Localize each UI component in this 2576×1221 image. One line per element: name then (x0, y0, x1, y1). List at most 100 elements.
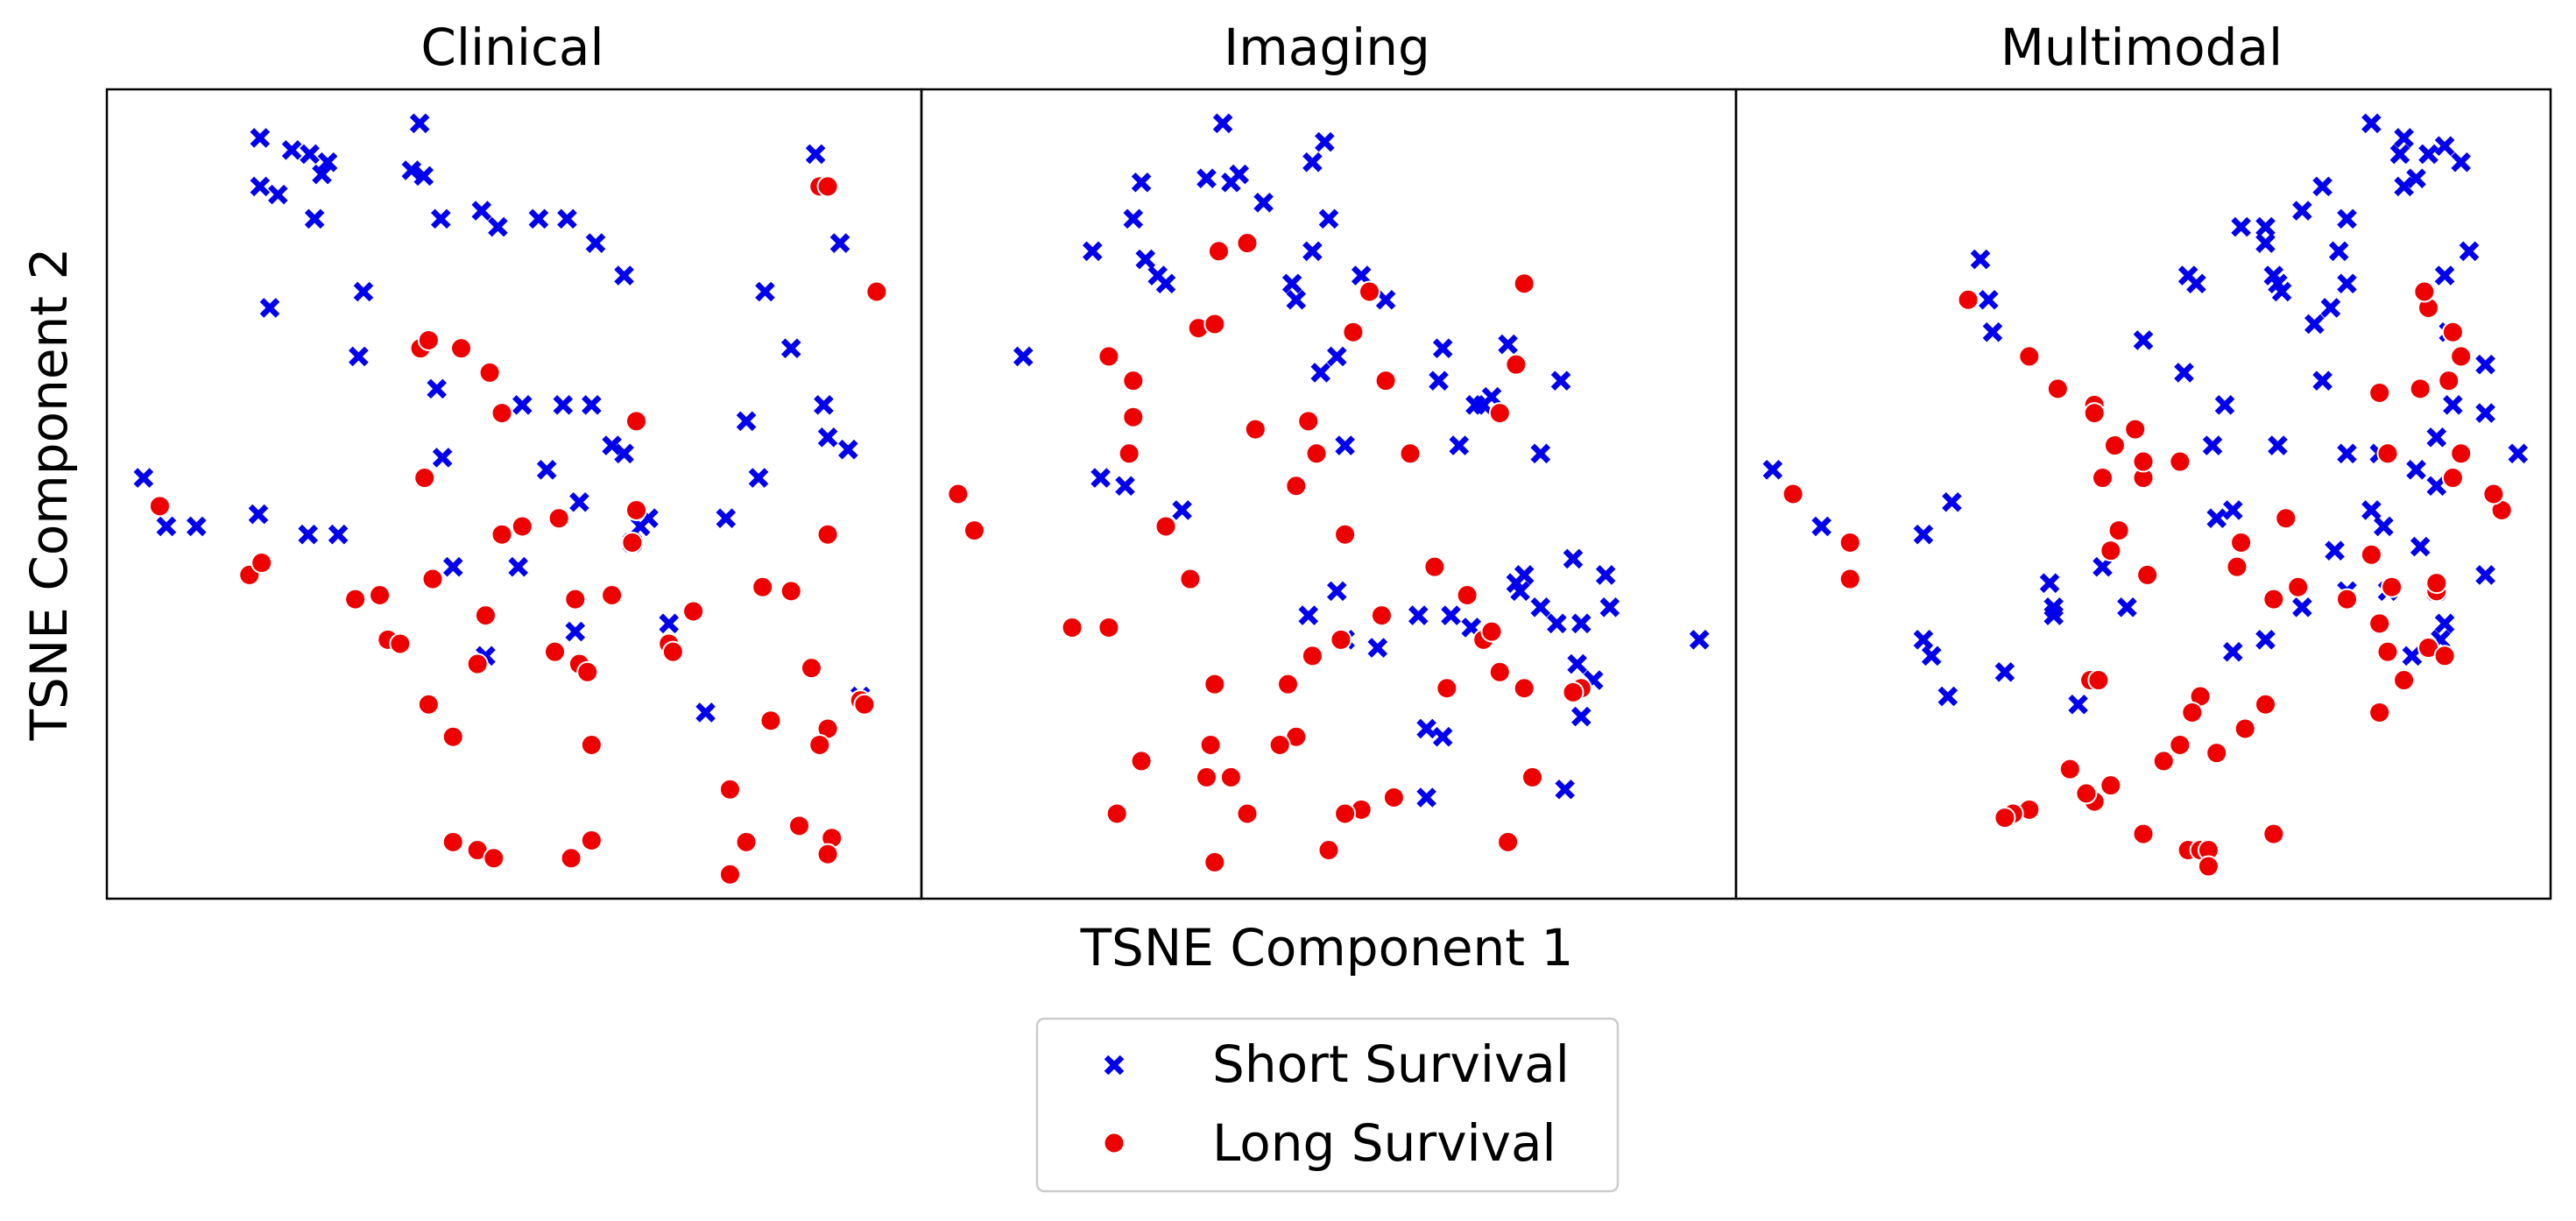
data-point-short-survival (349, 346, 369, 367)
data-point-long-survival (511, 515, 533, 538)
data-point-long-survival (2376, 442, 2399, 465)
data-point-short-survival (1135, 249, 1156, 270)
data-point-short-survival (1212, 113, 1233, 134)
data-point-short-survival (1408, 605, 1429, 625)
data-point-short-survival (695, 702, 716, 723)
data-point-long-survival (490, 402, 513, 425)
data-point-long-survival (947, 483, 970, 505)
data-point-short-survival (1281, 273, 1302, 294)
data-point-short-survival (2292, 597, 2312, 618)
data-point-long-survival (1203, 850, 1226, 873)
data-point-short-survival (1762, 459, 1783, 480)
data-point-long-survival (564, 588, 587, 610)
data-point-short-survival (1982, 321, 2003, 342)
data-point-long-survival (1207, 240, 1230, 263)
data-point-short-survival (2271, 281, 2292, 302)
data-point-short-survival (1351, 265, 1372, 286)
data-point-short-survival (1689, 630, 1710, 650)
data-point-short-survival (1123, 208, 1144, 229)
data-point-short-survival (1595, 565, 1616, 585)
data-point-long-survival (1285, 475, 1308, 498)
panel-points-imaging (947, 113, 1710, 873)
data-point-short-survival (2312, 371, 2333, 391)
data-point-short-survival (2459, 241, 2480, 262)
data-point-long-survival (1244, 418, 1267, 441)
data-point-long-survival (1359, 280, 1380, 303)
data-point-long-survival (2169, 733, 2191, 756)
data-point-long-survival (2132, 822, 2155, 845)
data-point-short-survival (569, 491, 589, 512)
data-point-long-survival (1219, 766, 1242, 788)
data-point-short-survival (2255, 216, 2276, 237)
data-point-short-survival (2214, 395, 2235, 415)
data-point-short-survival (1567, 653, 1587, 674)
data-point-short-survival (156, 516, 177, 537)
data-point-long-survival (601, 584, 624, 606)
data-point-long-survival (1456, 584, 1479, 606)
data-point-short-survival (1327, 346, 1347, 367)
data-point-short-survival (2231, 216, 2251, 237)
data-point-short-survival (1937, 686, 1958, 707)
data-point-long-survival (2425, 572, 2448, 595)
data-point-long-survival (2441, 321, 2464, 343)
data-point-long-survival (625, 498, 647, 521)
data-point-short-survival (2337, 443, 2357, 464)
data-point-long-survival (1838, 568, 1861, 590)
data-point-short-survival (1253, 193, 1274, 213)
data-point-long-survival (1480, 620, 1503, 643)
data-point-long-survival (1513, 272, 1535, 295)
data-point-long-survival (2360, 543, 2382, 566)
data-point-long-survival (421, 568, 444, 590)
data-point-short-survival (1172, 500, 1192, 520)
data-point-short-survival (2255, 630, 2276, 650)
data-point-long-survival (2100, 540, 2122, 562)
data-point-short-survival (829, 233, 850, 253)
data-point-short-survival (1441, 605, 1461, 625)
data-point-short-survival (312, 164, 332, 185)
data-point-long-survival (1505, 353, 1528, 376)
data-point-short-survival (281, 140, 302, 160)
data-point-long-survival (1399, 442, 1422, 465)
data-point-long-survival (417, 328, 440, 351)
data-point-short-survival (2202, 435, 2223, 455)
data-point-short-survival (1013, 346, 1034, 367)
data-point-short-survival (1432, 338, 1453, 358)
data-point-long-survival (576, 660, 599, 683)
data-point-short-survival (2068, 694, 2088, 715)
data-point-short-survival (2186, 273, 2206, 294)
data-point-long-survival (2046, 378, 2069, 400)
data-point-short-survival (2434, 613, 2455, 634)
data-point-long-survival (621, 531, 644, 554)
data-point-long-survival (369, 584, 392, 606)
data-point-long-survival (2433, 645, 2456, 667)
data-point-short-survival (1327, 581, 1347, 602)
data-point-long-survival (2450, 442, 2473, 465)
data-point-short-survival (248, 504, 269, 525)
data-point-long-survival (2409, 378, 2431, 400)
data-point-long-survival (2368, 701, 2391, 723)
legend-label-short-survival: Short Survival (1212, 1034, 1570, 1094)
data-point-long-survival (450, 337, 473, 360)
data-point-short-survival (817, 427, 838, 448)
legend-marker-short-survival (1104, 1055, 1125, 1076)
data-point-long-survival (1097, 616, 1120, 639)
data-point-short-survival (2361, 113, 2382, 134)
data-point-short-survival (1510, 581, 1530, 602)
data-point-long-survival (1236, 232, 1259, 255)
data-point-short-survival (1970, 249, 1991, 270)
data-point-short-survival (536, 459, 557, 480)
data-point-long-survival (1334, 802, 1357, 825)
data-point-short-survival (401, 160, 422, 180)
data-point-short-survival (2475, 354, 2495, 375)
data-point-short-survival (1481, 386, 1502, 407)
data-point-short-survival (1942, 491, 1962, 512)
data-point-long-survival (1203, 673, 1226, 695)
data-point-short-survival (2394, 176, 2414, 197)
data-point-long-survival (2450, 345, 2473, 368)
data-point-long-survival (963, 519, 985, 542)
data-point-short-survival (1115, 476, 1135, 497)
data-point-short-survival (2304, 314, 2325, 335)
data-point-long-survival (816, 843, 839, 865)
data-point-long-survival (148, 495, 171, 518)
